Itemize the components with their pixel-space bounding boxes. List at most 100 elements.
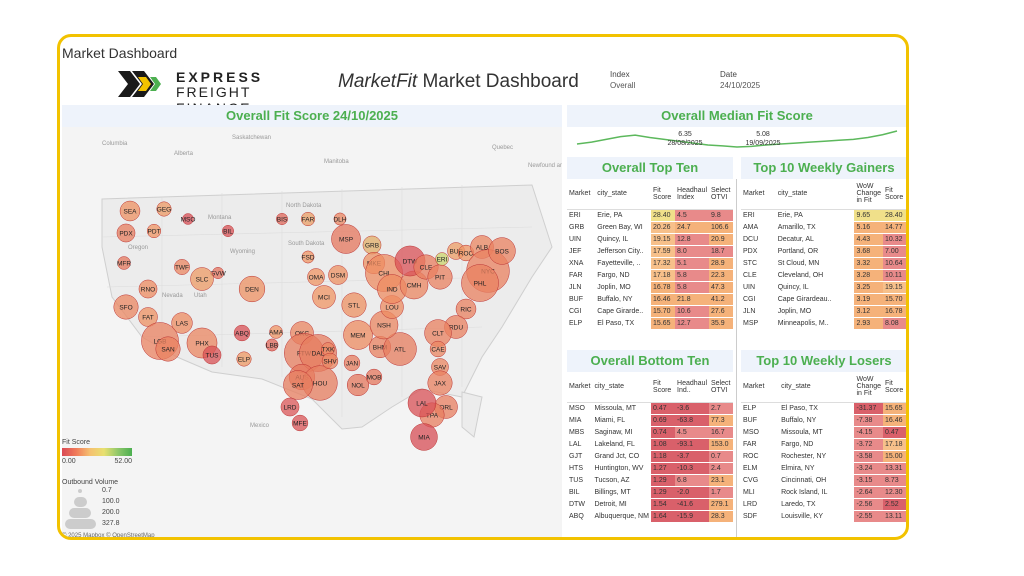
- table-row[interactable]: DTW Detroit, MI 1.54 -41.6 279.1: [567, 498, 733, 511]
- column-header[interactable]: city_state: [592, 372, 652, 403]
- column-header[interactable]: Fit Score: [883, 179, 906, 210]
- table-row[interactable]: ERI Erie, PA 9.65 28.40: [741, 209, 906, 222]
- table-row[interactable]: FAR Fargo, ND -3.72 17.18: [741, 438, 906, 451]
- table-row[interactable]: XNA Fayetteville, .. 17.32 5.1 28.9: [567, 257, 733, 270]
- median-sparkline[interactable]: 6.35 28/08/2025 5.08 19/09/2025: [567, 127, 907, 153]
- index-filter[interactable]: Index Overall: [610, 69, 635, 91]
- table-row[interactable]: UIN Quincy, IL 3.25 19.15: [741, 281, 906, 294]
- table-row[interactable]: JLN Joplin, MO 16.78 5.8 47.3: [567, 281, 733, 294]
- city-bubble-bos[interactable]: BOS: [488, 237, 516, 265]
- city-marker[interactable]: [427, 370, 453, 396]
- city-bubble-ama[interactable]: AMA: [269, 325, 284, 339]
- city-marker[interactable]: [488, 237, 516, 265]
- city-marker[interactable]: [171, 312, 193, 334]
- city-marker[interactable]: [138, 279, 158, 299]
- table-row[interactable]: MSO Missoula, MT 0.47 -3.6 2.7: [567, 402, 733, 415]
- city-marker[interactable]: [321, 352, 339, 370]
- column-header[interactable]: Fit Score: [883, 372, 906, 403]
- city-marker[interactable]: [113, 294, 139, 320]
- city-marker[interactable]: [341, 292, 367, 318]
- table-row[interactable]: ABQ Albuquerque, NM 1.64 -15.9 28.3: [567, 510, 733, 523]
- table-row[interactable]: GJT Grand Jct, CO 1.18 -3.7 0.7: [567, 450, 733, 463]
- table-row[interactable]: BUF Buffalo, NY 16.46 21.8 41.2: [567, 293, 733, 306]
- city-bubble-lrd[interactable]: LRD: [280, 397, 300, 417]
- city-marker[interactable]: [233, 324, 251, 342]
- table-row[interactable]: CGI Cape Girardeau.. 3.19 15.70: [741, 293, 906, 306]
- column-header[interactable]: WoW Change in Fit: [854, 179, 883, 210]
- city-marker[interactable]: [222, 225, 234, 237]
- city-bubble-clt[interactable]: CLT: [424, 319, 452, 347]
- city-marker[interactable]: [300, 211, 316, 227]
- column-header[interactable]: city_state: [775, 179, 855, 210]
- city-marker[interactable]: [461, 264, 499, 302]
- city-bubble-mob[interactable]: MOB: [365, 368, 383, 386]
- column-header[interactable]: Market: [741, 372, 780, 403]
- city-bubble-bil[interactable]: BIL: [222, 225, 234, 237]
- city-marker[interactable]: [291, 414, 309, 432]
- city-marker[interactable]: [343, 354, 361, 372]
- city-marker[interactable]: [283, 370, 313, 400]
- city-marker[interactable]: [238, 275, 266, 303]
- city-marker[interactable]: [407, 388, 437, 418]
- table-row[interactable]: TUS Tucson, AZ 1.29 6.8 23.1: [567, 474, 733, 487]
- table-row[interactable]: MIA Miami, FL 0.69 -63.8 77.3: [567, 414, 733, 427]
- city-bubble-san[interactable]: SAN: [155, 336, 181, 362]
- city-marker[interactable]: [435, 252, 449, 266]
- city-bubble-twf[interactable]: TWF: [174, 259, 190, 275]
- table-row[interactable]: JLN Joplin, MO 3.12 16.78: [741, 305, 906, 318]
- city-bubble-dlh[interactable]: DLH: [333, 212, 347, 226]
- date-filter[interactable]: Date 24/10/2025: [720, 69, 760, 91]
- city-marker[interactable]: [265, 338, 279, 352]
- city-bubble-msp[interactable]: MSP: [331, 224, 361, 254]
- table-row[interactable]: MLI Rock Island, IL -2.64 12.30: [741, 486, 906, 499]
- city-bubble-mem[interactable]: MEM: [343, 320, 373, 350]
- city-bubble-eri[interactable]: ERI: [435, 252, 449, 266]
- map-canvas[interactable]: Columbia Alberta Saskatchewan Manitoba Quebe…: [62, 127, 562, 539]
- column-header[interactable]: Market: [567, 372, 593, 403]
- city-marker[interactable]: [146, 223, 162, 239]
- column-header[interactable]: city_state: [595, 179, 652, 210]
- table-row[interactable]: ROC Rochester, NY -3.58 15.00: [741, 450, 906, 463]
- city-marker[interactable]: [202, 345, 222, 365]
- median-sparkline-chart[interactable]: 6.35 28/08/2025 5.08 19/09/2025: [567, 127, 907, 153]
- column-header[interactable]: Fit Score: [651, 179, 676, 210]
- city-bubble-nol[interactable]: NOL: [346, 373, 370, 397]
- city-bubble-stl[interactable]: STL: [341, 292, 367, 318]
- table-row[interactable]: PDX Portland, OR 3.68 7.00: [741, 245, 906, 258]
- fit-score-map[interactable]: Columbia Alberta Saskatchewan Manitoba Quebe…: [62, 127, 562, 539]
- table-row[interactable]: MBS Saginaw, MI 0.74 4.5 16.7: [567, 426, 733, 439]
- table-row[interactable]: HTS Huntington, WV 1.27 -10.3 2.4: [567, 462, 733, 475]
- city-marker[interactable]: [116, 223, 136, 243]
- city-marker[interactable]: [410, 423, 438, 451]
- city-bubble-sat[interactable]: SAT: [283, 370, 313, 400]
- city-bubble-lal[interactable]: LAL: [407, 388, 437, 418]
- city-bubble-pdt[interactable]: PDT: [146, 223, 162, 239]
- city-bubble-jan[interactable]: JAN: [343, 354, 361, 372]
- city-bubble-mci[interactable]: MCI: [312, 285, 336, 309]
- city-marker[interactable]: [182, 213, 194, 225]
- city-marker[interactable]: [307, 268, 325, 286]
- city-bubble-mso[interactable]: MSO: [181, 213, 196, 225]
- column-header[interactable]: WoW Change in Fit: [854, 372, 883, 403]
- city-marker[interactable]: [331, 224, 361, 254]
- table-row[interactable]: ERI Erie, PA 28.40 4.5 9.8: [567, 209, 733, 222]
- city-bubble-bis[interactable]: BIS: [276, 213, 288, 225]
- city-marker[interactable]: [276, 213, 288, 225]
- column-header[interactable]: city_state: [779, 372, 855, 403]
- city-bubble-mfe[interactable]: MFE: [291, 414, 309, 432]
- city-marker[interactable]: [301, 250, 315, 264]
- city-marker[interactable]: [138, 307, 158, 327]
- city-bubble-atl[interactable]: ATL: [383, 332, 417, 366]
- column-header[interactable]: Headhaul Ind..: [675, 372, 709, 403]
- table-row[interactable]: FAR Fargo, ND 17.18 5.8 22.3: [567, 269, 733, 282]
- table-row[interactable]: BUF Buffalo, NY -7.38 16.46: [741, 414, 906, 427]
- city-bubble-geg[interactable]: GEG: [156, 201, 172, 217]
- table-row[interactable]: LAL Lakeland, FL 1.08 -93.1 153.0: [567, 438, 733, 451]
- city-bubble-phl[interactable]: PHL: [461, 264, 499, 302]
- table-row[interactable]: UIN Quincy, IL 19.15 12.8 20.9: [567, 233, 733, 246]
- city-marker[interactable]: [346, 373, 370, 397]
- city-bubble-far[interactable]: FAR: [300, 211, 316, 227]
- table-row[interactable]: DCU Decatur, AL 4.43 10.32: [741, 233, 906, 246]
- city-bubble-rno[interactable]: RNO: [138, 279, 158, 299]
